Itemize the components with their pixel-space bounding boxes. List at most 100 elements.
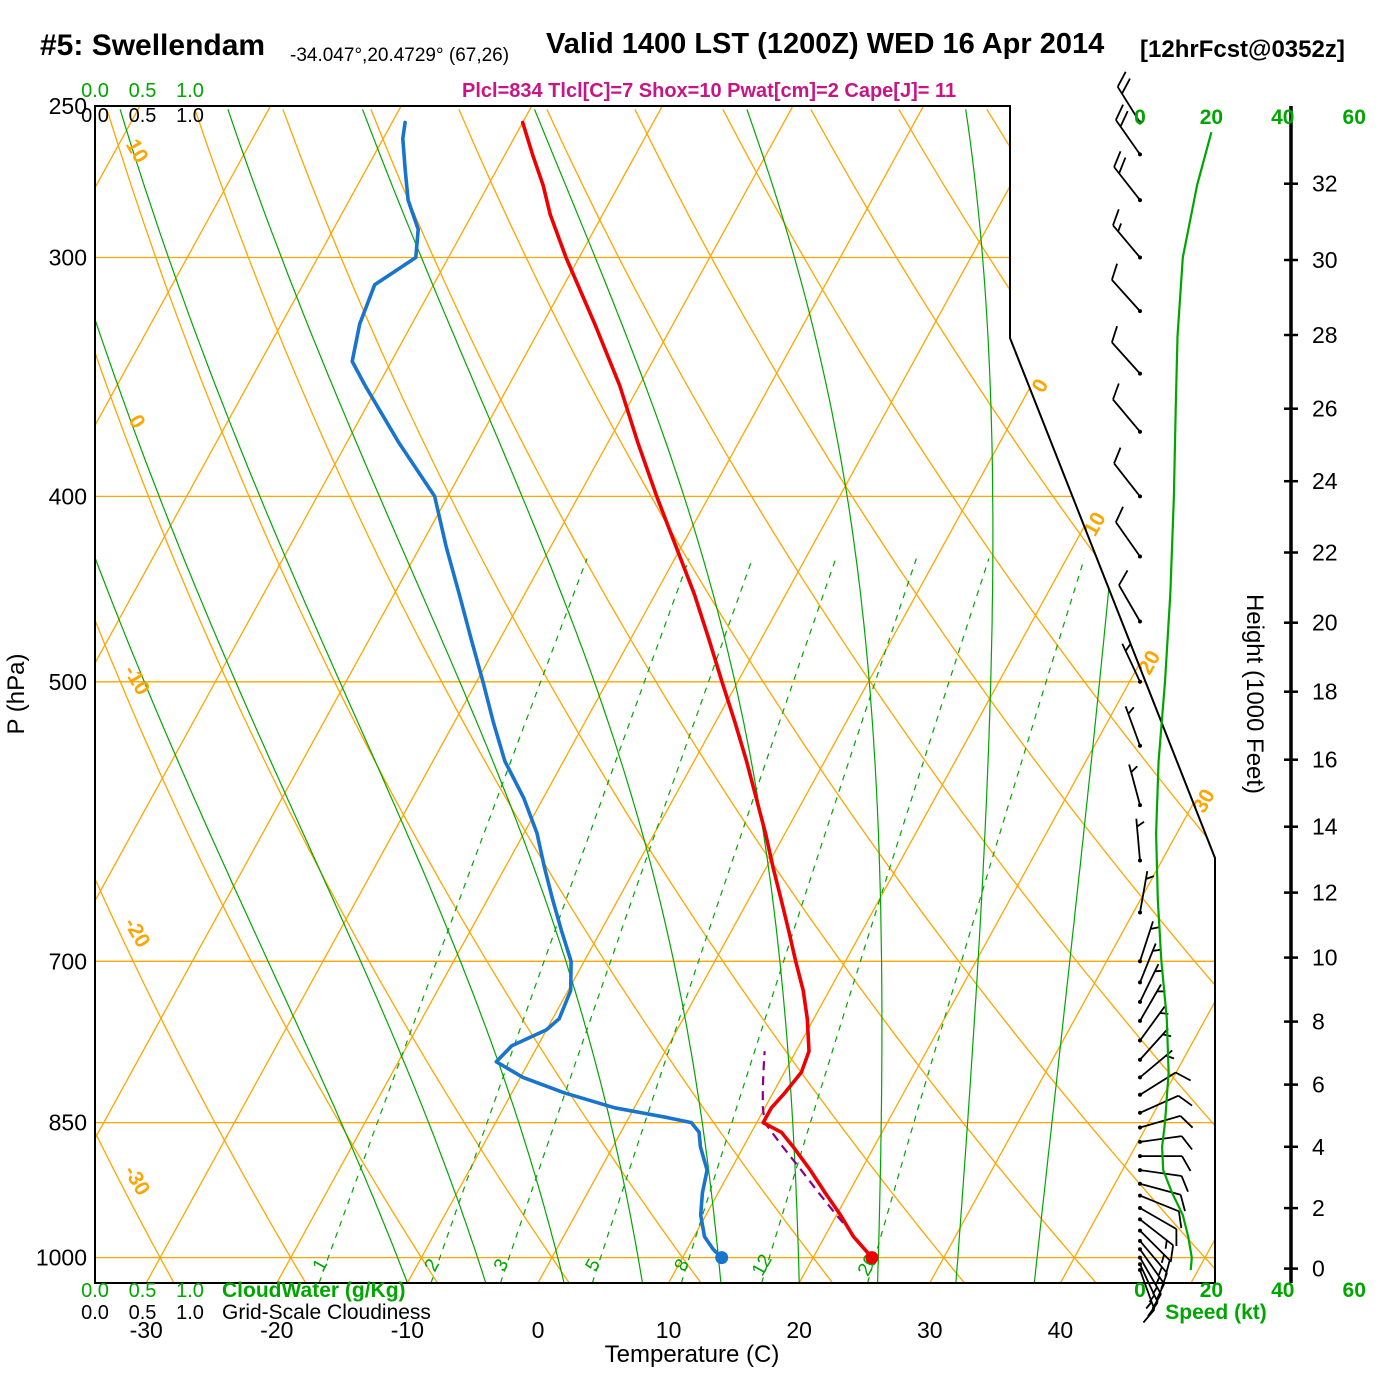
speed-tick-label: 0 (1134, 106, 1146, 129)
temp-tick-label: -10 (391, 1317, 424, 1343)
dry-adiabat-line (370, 109, 1097, 1283)
cloud-scale-tick-label: 1.0 (176, 1280, 204, 1302)
dry-adiabat-line (634, 109, 1215, 1283)
height-tick-label: 12 (1312, 880, 1338, 906)
mixing-ratio-label: 1 (309, 1256, 332, 1275)
wind-barb (1115, 104, 1142, 157)
mixing-ratio-line (591, 558, 837, 1283)
height-tick-label: 10 (1312, 945, 1338, 971)
wind-barb (1138, 1071, 1192, 1097)
temperature-curve (520, 120, 874, 1260)
mixing-ratio-line (318, 558, 588, 1283)
dry-adiabat-label: -30 (119, 1162, 154, 1200)
wind-barb (1138, 1005, 1169, 1043)
moist-adiabat-line (95, 109, 408, 1283)
height-tick-label: 22 (1312, 540, 1338, 566)
wind-barb (1111, 325, 1142, 376)
speed-tick-label: 0 (1134, 1279, 1146, 1302)
pressure-tick-label: 300 (49, 244, 87, 270)
wind-barb (1138, 1181, 1186, 1212)
moist-adiabat-line (533, 109, 800, 1283)
wind-column (1111, 71, 1213, 1324)
cloud-scale-tick-label: 0.0 (81, 1302, 109, 1324)
pressure-tick-label: 400 (49, 483, 87, 509)
cloud-scale-tick-label: 0.5 (129, 1280, 157, 1302)
speed-tick-label: 20 (1200, 1279, 1223, 1302)
wind-barb (1138, 984, 1166, 1023)
cloudwater-axis-title: CloudWater (g/Kg) (222, 1279, 406, 1302)
moist-adiabat-line (227, 109, 644, 1283)
dry-adiabat-line (95, 109, 439, 1283)
mixing-ratio-line (761, 558, 990, 1283)
isotherm-line (668, 106, 1215, 1283)
cloud-scale-tick-label: 0.5 (129, 105, 157, 127)
dry-adiabat-line (95, 109, 307, 1283)
mixing-ratio-label: 12 (748, 1251, 777, 1280)
temp-tick-label: 40 (1048, 1317, 1074, 1343)
wind-barb (1138, 1115, 1194, 1130)
temp-tick-label: 0 (532, 1317, 545, 1343)
cloud-scale-tick-label: 1.0 (176, 105, 204, 127)
wind-barb (1115, 506, 1142, 559)
wind-barb (1138, 870, 1155, 915)
temp-tick-label: -20 (260, 1317, 293, 1343)
cloud-scale-tick-label: 1.0 (176, 80, 204, 102)
pressure-tick-label: 850 (49, 1110, 87, 1136)
moist-adiabat-line (1033, 109, 1145, 1283)
isotherm-line (537, 106, 1186, 1283)
wind-barb (1135, 818, 1145, 863)
wind-barb (1138, 1094, 1193, 1115)
parcel-path (761, 1051, 873, 1259)
temp-tick-label: -30 (130, 1317, 163, 1343)
speed-tick-label: 20 (1200, 106, 1223, 129)
skewt-grid (95, 106, 1215, 1283)
sounding-profiles (350, 120, 879, 1265)
temperature-axis-title: Temperature (C) (605, 1341, 780, 1368)
height-axis-title: Height (1000 Feet) (1241, 594, 1268, 794)
pressure-tick-label: 250 (49, 93, 87, 119)
dry-adiabat-line (282, 109, 966, 1283)
isotherm-line (1190, 106, 1215, 1283)
moist-adiabat-line (746, 109, 883, 1283)
temp-tick-label: 20 (786, 1317, 812, 1343)
wind-barb (1128, 764, 1142, 808)
cloud-scale-tick-label: 0.0 (81, 80, 109, 102)
wind-barb (1112, 383, 1142, 434)
isotherm-line (406, 106, 1055, 1283)
height-tick-label: 14 (1312, 814, 1338, 840)
dry-adiabat-line (95, 109, 570, 1283)
height-tick-label: 18 (1312, 679, 1338, 705)
height-tick-label: 32 (1312, 171, 1338, 197)
surface-temperature-dot (865, 1251, 879, 1265)
dewpoint-curve (350, 120, 724, 1260)
wind-barb (1111, 263, 1142, 314)
surface-dewpoint-dot (715, 1251, 729, 1265)
pressure-tick-label: 700 (49, 948, 87, 974)
speed-tick-label: 60 (1343, 106, 1366, 129)
mixing-ratio-line (866, 558, 1085, 1283)
isotherm-line (798, 106, 1215, 1283)
speed-profile-line (1155, 131, 1213, 1271)
wind-barb (1113, 447, 1142, 499)
cloud-scale-tick-label: 0.0 (81, 1280, 109, 1302)
plot-border (94, 105, 1216, 1284)
wind-barb (1118, 569, 1142, 624)
dry-adiabat-line (810, 108, 1215, 1283)
dry-adiabat-line (194, 109, 834, 1283)
wind-barb (1138, 943, 1162, 985)
temp-tick-label: 30 (917, 1317, 943, 1343)
wind-barb (1138, 1168, 1189, 1193)
wind-barb (1124, 705, 1142, 748)
height-tick-label: 2 (1312, 1195, 1325, 1221)
isotherm-line (276, 106, 925, 1283)
speed-tick-label: 40 (1271, 1279, 1294, 1302)
wind-barb (1121, 643, 1142, 684)
height-tick-label: 6 (1312, 1072, 1325, 1098)
wind-barb (1138, 1217, 1174, 1263)
height-tick-label: 20 (1312, 610, 1338, 636)
dry-adiabat-line (986, 108, 1215, 1283)
mixing-ratio-label: 2 (421, 1256, 444, 1275)
mixing-ratio-label: 5 (582, 1256, 605, 1275)
